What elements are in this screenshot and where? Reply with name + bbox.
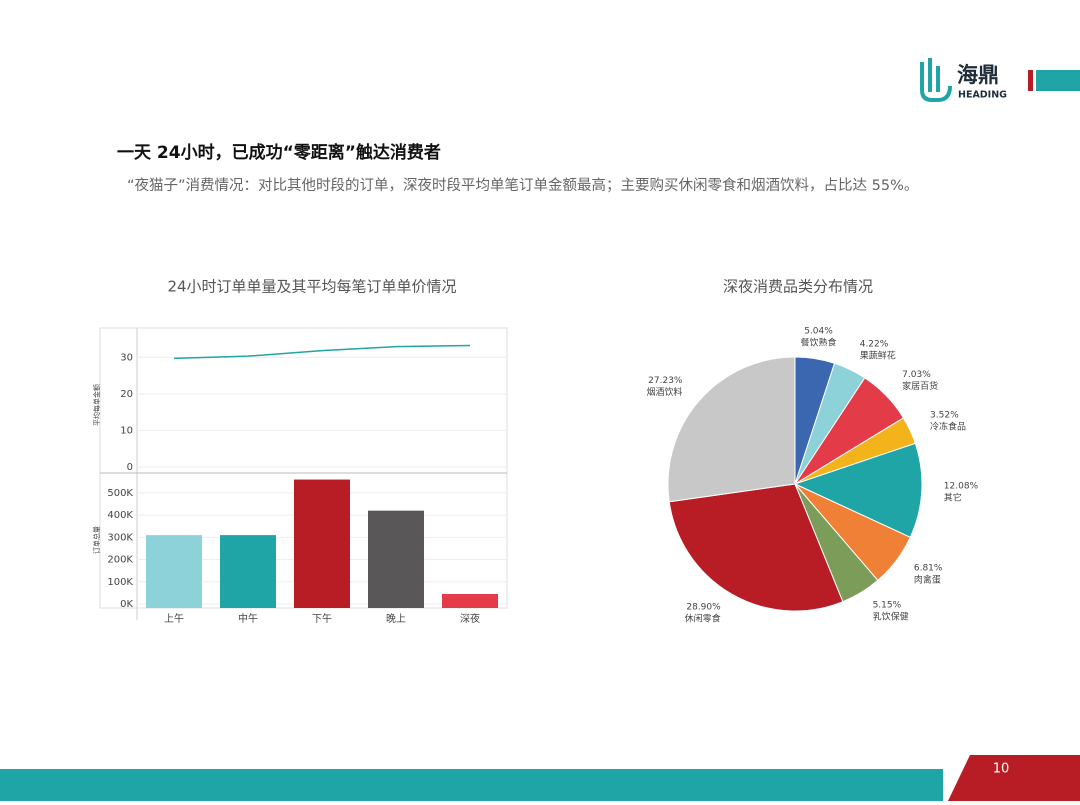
bar (368, 510, 424, 608)
chart-title: 24小时订单单量及其平均每笔订单单价情况 (167, 278, 456, 296)
bar (146, 535, 202, 608)
y-tick-label: 400K (107, 510, 133, 521)
slice-category-label: 餐饮熟食 (800, 336, 836, 348)
y-axis-label: 订单总量 (92, 526, 101, 554)
x-tick-label: 晚上 (386, 613, 406, 625)
y-tick-label: 500K (107, 488, 133, 499)
slice-category-label: 家居百货 (902, 380, 938, 392)
slice-value-label: 4.22% (860, 339, 889, 349)
logo: 海鼎 HEADING (920, 58, 1080, 102)
bar (294, 479, 350, 608)
slice-category-label: 烟酒饮料 (646, 386, 682, 398)
chart-title: 深夜消费品类分布情况 (723, 278, 873, 296)
y2-tick-label: 10 (120, 425, 133, 436)
slice-category-label: 肉禽蛋 (914, 573, 941, 585)
slice-category-label: 果蔬鲜花 (860, 349, 896, 361)
slice-value-label: 6.81% (914, 563, 943, 573)
footer-band (0, 769, 943, 801)
logo-name: 海鼎 (957, 63, 999, 87)
slice-category-label: 冷冻食品 (930, 421, 966, 433)
slice-value-label: 12.08% (944, 482, 979, 492)
pie-slice (667, 356, 796, 503)
footer-tab (948, 755, 1080, 801)
y2-tick-label: 0 (127, 462, 133, 473)
logo-icon-bars (928, 58, 940, 92)
logo-icon (920, 62, 952, 102)
x-tick-label: 中午 (238, 612, 258, 625)
logo-red-bar (1028, 70, 1033, 91)
slice-value-label: 3.52% (930, 411, 959, 421)
pie-slice (793, 442, 923, 538)
slice-value-label: 28.90% (686, 603, 721, 613)
slice-value-label: 27.23% (648, 376, 683, 386)
y2-tick-label: 30 (120, 352, 133, 363)
bar (442, 594, 498, 608)
bar (220, 535, 276, 608)
y2-tick-label: 20 (120, 389, 133, 400)
logo-brand: HEADING (958, 90, 1007, 101)
x-tick-label: 下午 (312, 612, 332, 625)
x-tick-label: 上午 (164, 612, 184, 625)
page-number: 10 (993, 762, 1010, 777)
slice-value-label: 5.04% (804, 326, 833, 336)
logo-teal-bar (1036, 70, 1080, 91)
slice-category-label: 乳饮保健 (873, 611, 909, 623)
y-tick-label: 200K (107, 555, 133, 566)
slide-title: 一天 24小时，已成功“零距离”触达消费者 (117, 142, 441, 163)
y2-axis-label: 平均每单金额 (92, 384, 101, 426)
y-tick-label: 100K (107, 577, 133, 588)
slice-category-label: 其它 (944, 492, 962, 504)
y-tick-label: 0K (120, 599, 133, 610)
slice-value-label: 7.03% (902, 370, 931, 380)
x-tick-label: 深夜 (460, 612, 480, 625)
y-tick-label: 300K (107, 532, 133, 543)
pie-slice (668, 483, 844, 612)
line (173, 344, 471, 360)
slide-subtitle: “夜猫子”消费情况：对比其他时段的订单，深夜时段平均单笔订单金额最高；主要购买休… (127, 177, 918, 194)
slice-value-label: 5.15% (873, 601, 902, 611)
slice-category-label: 休闲零食 (685, 613, 721, 625)
